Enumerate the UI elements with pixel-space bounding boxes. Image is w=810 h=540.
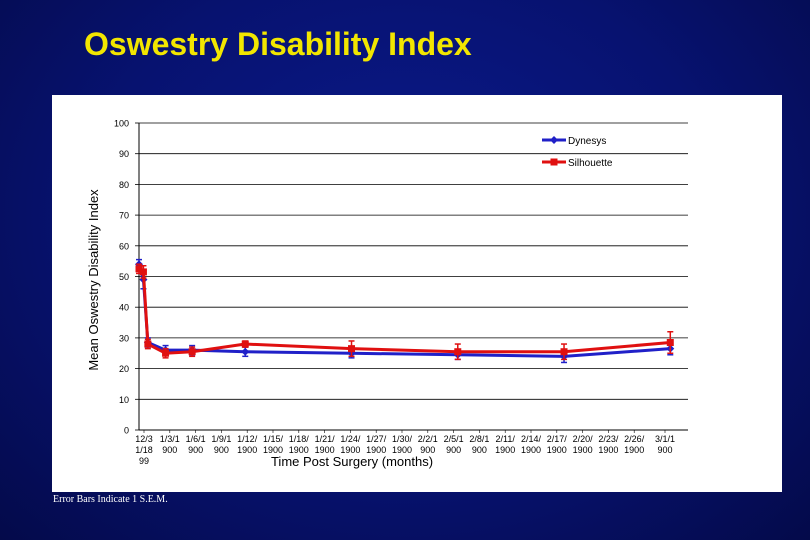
y-tick-label: 0 [124,426,129,436]
slide-title: Oswestry Disability Index [84,26,472,62]
x-tick-label: 1/15/1900 [263,434,284,455]
silhouette-legend-marker [550,158,558,166]
series-layer [135,258,675,364]
silhouette-marker [560,348,568,356]
axis-layer: 0 10 20 30 40 50 60 70 80 90 100 12/3 1/18 99 1/3/1 900… [114,119,688,466]
legend: Dynesys Silhouette [542,136,613,169]
x-tick-label: 3/1/1 900 [655,434,675,455]
y-tick-label: 60 [119,241,129,251]
y-tick-label: 90 [119,149,129,159]
x-tick-label: 2/5/1 900 [444,434,464,455]
chart-panel: 0 10 20 30 40 50 60 70 80 90 100 12/3 1/18 99 1/3/1 900… [52,95,782,492]
y-tick-label: 70 [119,211,129,221]
dynesys-marker [241,347,250,356]
y-axis-label: Mean Oswestry Disability Index [86,189,101,371]
x-tick-label: 1/30/1900 [392,434,413,455]
dynesys-legend-label: Dynesys [568,136,606,147]
x-tick-label: 2/23/1900 [598,434,619,455]
silhouette-marker [144,340,152,348]
x-tick-label: 2/17/1900 [547,434,568,455]
x-tick-label: 1/21/1900 [315,434,336,455]
x-tick-label: 1/18/1900 [289,434,310,455]
x-tick-label: 2/20/1900 [573,434,594,455]
y-tick-label: 20 [119,364,129,374]
x-tick-label: 2/26/1900 [624,434,645,455]
silhouette-legend-label: Silhouette [568,158,613,169]
x-tick-label: 12/3 1/18 99 [135,434,153,466]
x-axis-label: Time Post Surgery (months) [271,454,433,469]
x-tick-label: 1/24/1900 [340,434,361,455]
dynesys-series-line [137,263,671,358]
silhouette-marker [666,339,674,347]
x-tick-label: 2/2/1 900 [418,434,438,455]
silhouette-marker [241,340,249,348]
oswestry-line-chart: 0 10 20 30 40 50 60 70 80 90 100 12/3 1/18 99 1/3/1 900… [86,119,688,469]
silhouette-marker [162,349,170,357]
x-tick-label: 2/11/1900 [495,434,515,455]
x-tick-label: 1/27/1900 [366,434,387,455]
y-tick-label: 40 [119,303,129,313]
y-tick-label: 80 [119,180,129,190]
y-tick-label: 30 [119,333,129,343]
x-tick-label: 1/6/1 900 [186,434,206,455]
error-bar-footnote: Error Bars Indicate 1 S.E.M. [53,494,168,505]
silhouette-series-line [138,267,671,355]
x-tick-label: 2/14/1900 [521,434,542,455]
x-tick-label: 1/3/1 900 [160,434,180,455]
x-tick-label: 1/9/1 900 [211,434,231,455]
dynesys-legend-marker [550,136,558,144]
x-tick-label: 2/8/1 900 [469,434,489,455]
y-tick-label: 10 [119,395,129,405]
x-tick-label: 1/12/1900 [237,434,258,455]
grid-layer [139,122,688,400]
y-tick-label: 50 [119,272,129,282]
y-tick-label: 100 [114,119,129,129]
silhouette-marker [188,348,196,356]
silhouette-marker [139,268,147,276]
silhouette-marker [135,265,143,273]
silhouette-marker [454,348,462,356]
silhouette-marker [348,345,356,353]
